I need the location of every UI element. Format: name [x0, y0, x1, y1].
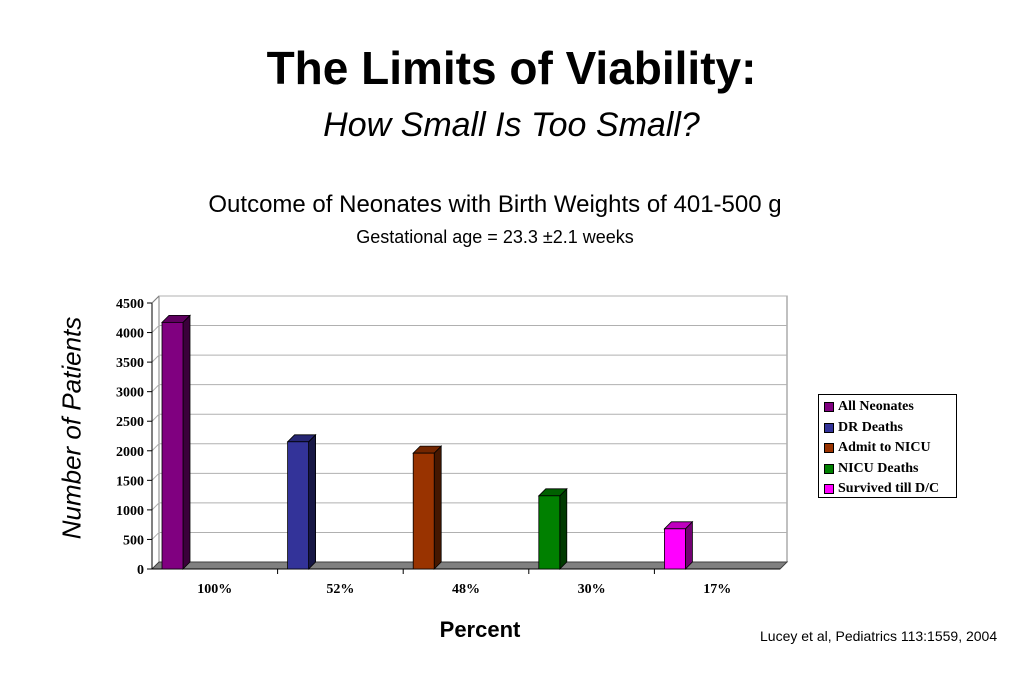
bar-front [161, 321, 184, 570]
chart-legend: All Neonates DR Deaths Admit to NICU NICU D… [818, 394, 957, 498]
bar-side [559, 487, 568, 570]
legend-label: All Neonates [838, 399, 914, 415]
y-tick-label: 2500 [116, 415, 144, 430]
citation: Lucey et al, Pediatrics 113:1559, 2004 [760, 628, 998, 644]
bar [537, 487, 568, 570]
bar [412, 445, 443, 570]
chart-subtitle: Gestational age = 23.3 ±2.1 weeks [356, 227, 634, 247]
legend-swatch [824, 422, 834, 433]
y-axis-label: Number of Patients [56, 316, 87, 540]
bar-side [433, 445, 442, 570]
y-tick-labels: 0 500 1000 1500 2000 2500 3000 3500 4000 4500 [116, 297, 144, 578]
legend-item: All Neonates [824, 397, 956, 418]
legend-item: Survived till D/C [824, 479, 956, 500]
x-tick-label: 52% [326, 582, 354, 597]
bar-front [287, 441, 310, 570]
y-tick-label: 500 [123, 533, 144, 548]
gridline [151, 413, 787, 422]
legend-swatch [824, 402, 834, 413]
x-tick-label: 48% [452, 582, 480, 597]
x-tick-labels: 100% 52% 48% 30% 17% [197, 582, 731, 597]
y-tick-label: 4500 [116, 297, 144, 312]
legend-swatch [824, 484, 834, 495]
legend-label: NICU Deaths [838, 460, 919, 476]
axis-corner [151, 295, 160, 304]
legend-swatch [824, 463, 834, 474]
bar-side [685, 520, 693, 570]
y-tick-label: 4000 [116, 327, 144, 342]
legend-item: DR Deaths [824, 418, 956, 439]
bar [161, 314, 191, 570]
y-tick-label: 3500 [116, 356, 144, 371]
bar-side [182, 314, 191, 570]
bar-front [538, 495, 561, 570]
gridline [151, 384, 787, 393]
gridline [151, 325, 787, 333]
y-tick-label: 0 [137, 563, 144, 578]
bar [286, 433, 317, 570]
x-tick-label: 30% [578, 582, 606, 597]
chart-title: Outcome of Neonates with Birth Weights o… [208, 191, 782, 218]
bar-front [664, 528, 686, 570]
legend-label: Survived till D/C [838, 481, 940, 497]
bars [161, 314, 694, 570]
y-tick-label: 1000 [116, 504, 144, 519]
bar-side [308, 433, 317, 570]
x-tick-label: 17% [703, 582, 731, 597]
legend-item: Admit to NICU [824, 438, 956, 459]
slide-title: The Limits of Viability: [266, 42, 757, 94]
gridline [151, 354, 787, 363]
gridline [151, 472, 787, 481]
y-tick-label: 2000 [116, 445, 144, 460]
legend-item: NICU Deaths [824, 459, 956, 480]
bar [663, 520, 694, 570]
gridline [151, 502, 787, 511]
bar-front [412, 452, 435, 570]
gridline [151, 443, 787, 452]
x-tick-label: 100% [197, 582, 232, 597]
y-tick-label: 3000 [116, 386, 144, 401]
legend-label: DR Deaths [838, 419, 903, 435]
legend-swatch [824, 443, 834, 454]
slide-subtitle: How Small Is Too Small? [323, 106, 700, 144]
gridline [151, 295, 787, 304]
gridline [151, 531, 787, 540]
y-tick-label: 1500 [116, 474, 144, 489]
x-axis-label: Percent [439, 617, 521, 642]
legend-label: Admit to NICU [838, 440, 931, 456]
